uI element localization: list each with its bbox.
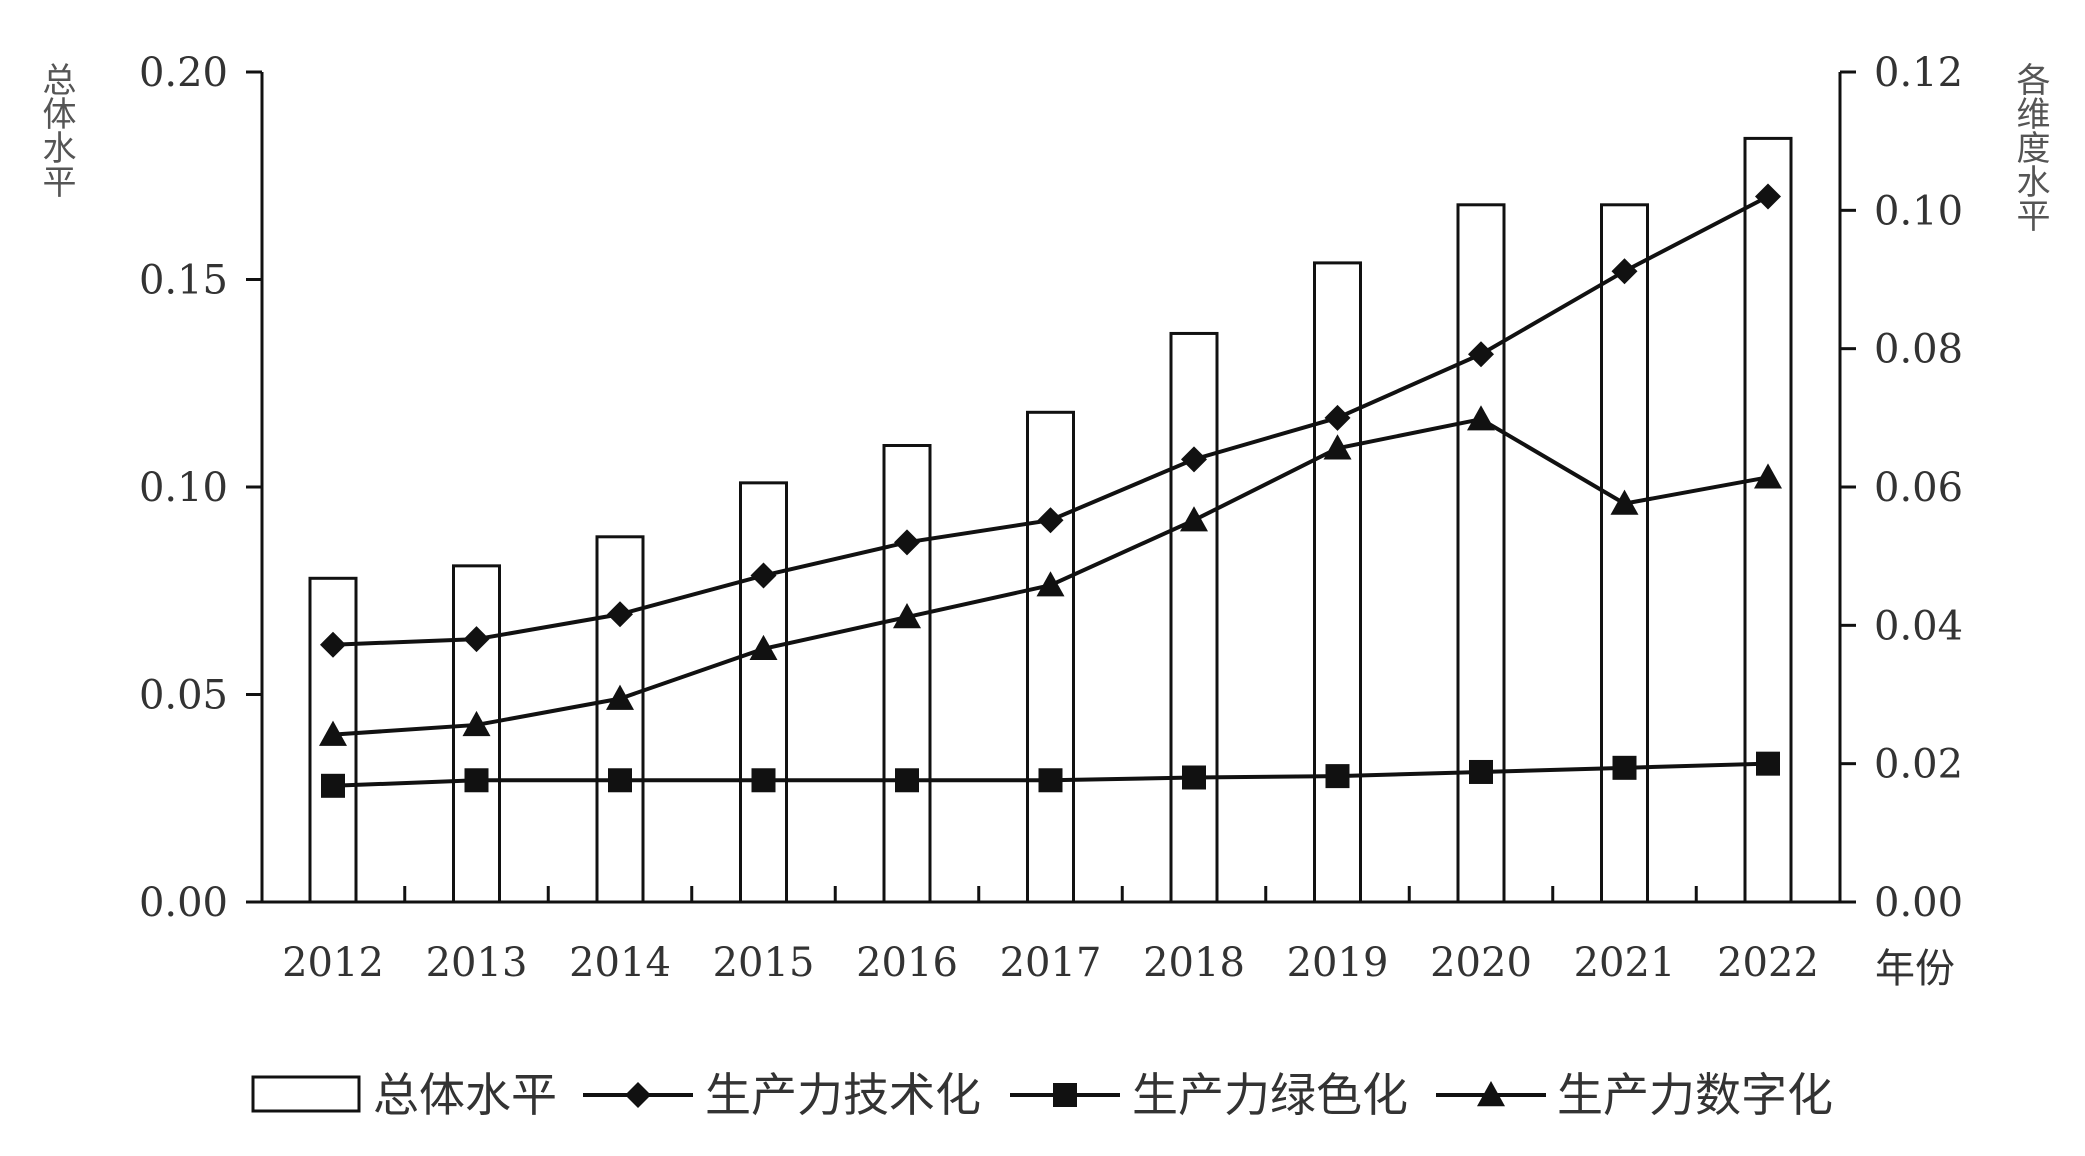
series-2-point-2014 xyxy=(606,684,634,710)
legend-label-2: 生产力数字化 xyxy=(1557,1068,1833,1122)
legend-label-1: 生产力绿色化 xyxy=(1132,1068,1408,1122)
bar-2016 xyxy=(882,444,932,904)
bar-2022 xyxy=(1743,136,1793,904)
series-0-point-2014 xyxy=(607,601,633,628)
left-axis-title: 总体水平 xyxy=(36,62,76,198)
series-0-point-2022 xyxy=(1755,183,1781,210)
left-tick-label: 0.15 xyxy=(139,258,228,304)
series-1-point-2022 xyxy=(1756,751,1780,776)
series-0-point-2018 xyxy=(1181,446,1207,473)
x-tick-label-2017: 2017 xyxy=(1000,940,1102,986)
series-1-point-2015 xyxy=(751,768,776,793)
x-tick-label-2015: 2015 xyxy=(713,940,815,986)
series-2-point-2015 xyxy=(749,634,778,661)
series-2-point-2019 xyxy=(1323,434,1352,460)
series-0-point-2013 xyxy=(463,626,490,653)
legend-marker-1 xyxy=(1053,1083,1077,1107)
left-tick-label: 0.05 xyxy=(139,673,228,719)
series-2-point-2012 xyxy=(319,720,347,746)
x-tick-label-2014: 2014 xyxy=(569,940,671,986)
x-tick-label-2020: 2020 xyxy=(1430,940,1532,986)
series-0-point-2017 xyxy=(1037,507,1064,534)
series-1-point-2016 xyxy=(895,768,919,793)
right-tick-label: 0.02 xyxy=(1874,742,1963,788)
series-0-point-2015 xyxy=(750,562,777,589)
series-0-point-2012 xyxy=(320,631,346,658)
series-1-point-2020 xyxy=(1469,759,1493,784)
series-2-point-2022 xyxy=(1754,463,1782,489)
x-tick-label-2016: 2016 xyxy=(856,940,958,986)
right-tick-label: 0.08 xyxy=(1874,327,1963,373)
bar-2021 xyxy=(1600,203,1649,904)
series-1-point-2013 xyxy=(464,768,489,793)
series-2-point-2018 xyxy=(1180,506,1208,532)
bar-2014 xyxy=(595,535,645,904)
bars-layer xyxy=(308,136,1793,904)
x-tick-label-2013: 2013 xyxy=(426,940,528,986)
series-0-point-2020 xyxy=(1468,341,1494,368)
series-2-point-2021 xyxy=(1610,489,1639,515)
x-tick-label-2021: 2021 xyxy=(1574,940,1676,986)
x-tick-label-2022: 2022 xyxy=(1717,940,1819,986)
left-tick-label: 0.20 xyxy=(139,50,228,96)
legend-swatch-bar xyxy=(251,1075,361,1113)
legend-marker-2 xyxy=(1477,1081,1505,1107)
x-axis-title: 年份 xyxy=(1875,946,1955,992)
bar-2020 xyxy=(1456,203,1506,904)
legend-label-0: 生产力技术化 xyxy=(705,1068,981,1122)
labels-layer: 0.00 0.05 0.10 0.15 0.20 0.00 0.02 0.04 0.06 0.08… xyxy=(36,50,2050,992)
left-tick-label: 0.00 xyxy=(139,880,228,926)
series-0-point-2016 xyxy=(894,529,920,556)
x-tick-label-2012: 2012 xyxy=(282,940,384,986)
series-2-point-2013 xyxy=(462,710,491,737)
series-2-point-2020 xyxy=(1467,405,1495,431)
legend-marker-0 xyxy=(625,1082,651,1108)
bar-2019 xyxy=(1313,261,1362,904)
series-0-point-2021 xyxy=(1611,258,1638,285)
series-1-point-2021 xyxy=(1612,755,1637,780)
series-2-point-2017 xyxy=(1036,571,1065,597)
left-tick-label: 0.10 xyxy=(139,465,228,511)
right-tick-label: 0.04 xyxy=(1874,603,1963,649)
series-1-point-2014 xyxy=(608,768,632,793)
legend-label-bar: 总体水平 xyxy=(373,1068,557,1122)
series-0-point-2019 xyxy=(1324,404,1351,431)
series-1-point-2018 xyxy=(1182,765,1206,790)
lines-layer xyxy=(319,183,1782,798)
bar-2018 xyxy=(1169,331,1219,904)
series-1-point-2017 xyxy=(1038,768,1063,793)
right-tick-label: 0.12 xyxy=(1874,50,1963,96)
right-tick-label: 0.00 xyxy=(1874,880,1963,926)
right-tick-label: 0.06 xyxy=(1874,465,1963,511)
bar-2015 xyxy=(739,481,788,904)
x-tick-label-2019: 2019 xyxy=(1287,940,1389,986)
series-2-point-2016 xyxy=(893,603,921,629)
right-tick-label: 0.10 xyxy=(1874,188,1963,234)
legend: 总体水平 生产力技术化 生产力绿色化 生产力数字化 xyxy=(251,1068,1833,1122)
right-axis-title: 各维度水平 xyxy=(2010,62,2050,232)
series-1-point-2019 xyxy=(1325,764,1350,789)
series-1-point-2012 xyxy=(321,773,345,798)
bar-2017 xyxy=(1026,410,1075,904)
axes-layer xyxy=(246,70,1856,904)
x-tick-label-2018: 2018 xyxy=(1143,940,1245,986)
